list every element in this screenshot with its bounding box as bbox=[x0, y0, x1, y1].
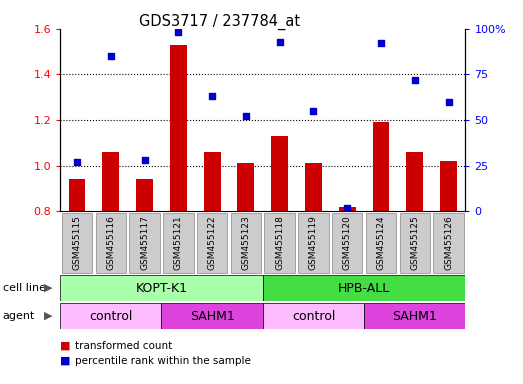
Text: control: control bbox=[89, 310, 132, 323]
Point bbox=[242, 113, 250, 119]
Bar bbox=[305, 163, 322, 384]
Bar bbox=[60, 275, 263, 301]
Text: KOPT-K1: KOPT-K1 bbox=[135, 281, 187, 295]
Text: agent: agent bbox=[3, 311, 35, 321]
Bar bbox=[62, 213, 92, 273]
Bar bbox=[364, 303, 465, 329]
Point bbox=[174, 30, 183, 36]
Bar bbox=[129, 213, 160, 273]
Bar bbox=[231, 213, 261, 273]
Point bbox=[208, 93, 217, 99]
Bar bbox=[96, 213, 126, 273]
Point bbox=[73, 159, 81, 165]
Point bbox=[276, 38, 284, 45]
Text: GSM455116: GSM455116 bbox=[106, 215, 115, 270]
Bar bbox=[103, 152, 119, 384]
Text: GSM455119: GSM455119 bbox=[309, 215, 318, 270]
Text: ■: ■ bbox=[60, 341, 71, 351]
Bar bbox=[298, 213, 328, 273]
Bar bbox=[163, 213, 194, 273]
Text: transformed count: transformed count bbox=[75, 341, 172, 351]
Bar bbox=[400, 213, 430, 273]
Bar bbox=[136, 179, 153, 384]
Point bbox=[107, 53, 115, 59]
Text: GSM455124: GSM455124 bbox=[377, 215, 385, 270]
Point bbox=[343, 204, 351, 210]
Text: percentile rank within the sample: percentile rank within the sample bbox=[75, 356, 251, 366]
Text: ▶: ▶ bbox=[44, 311, 53, 321]
Point bbox=[140, 157, 149, 163]
Point bbox=[309, 108, 317, 114]
Bar bbox=[271, 136, 288, 384]
Bar bbox=[339, 207, 356, 384]
Bar bbox=[162, 303, 263, 329]
Text: GSM455123: GSM455123 bbox=[242, 215, 251, 270]
Bar bbox=[203, 152, 221, 384]
Bar bbox=[263, 275, 465, 301]
Bar bbox=[265, 213, 295, 273]
Bar bbox=[434, 213, 464, 273]
Bar bbox=[440, 161, 457, 384]
Bar bbox=[332, 213, 362, 273]
Text: SAHM1: SAHM1 bbox=[190, 310, 234, 323]
Bar bbox=[69, 179, 85, 384]
Text: GSM455122: GSM455122 bbox=[208, 215, 217, 270]
Point bbox=[411, 77, 419, 83]
Text: GSM455125: GSM455125 bbox=[411, 215, 419, 270]
Point bbox=[377, 40, 385, 46]
Bar bbox=[237, 163, 254, 384]
Text: cell line: cell line bbox=[3, 283, 46, 293]
Text: ▶: ▶ bbox=[44, 283, 53, 293]
Bar bbox=[60, 303, 162, 329]
Point bbox=[445, 99, 453, 105]
Text: GSM455115: GSM455115 bbox=[73, 215, 82, 270]
Bar bbox=[170, 45, 187, 384]
Text: GSM455118: GSM455118 bbox=[275, 215, 284, 270]
Bar bbox=[406, 152, 423, 384]
Text: GSM455120: GSM455120 bbox=[343, 215, 352, 270]
Text: ■: ■ bbox=[60, 356, 71, 366]
Text: GDS3717 / 237784_at: GDS3717 / 237784_at bbox=[139, 13, 300, 30]
Bar bbox=[263, 303, 364, 329]
Text: HPB-ALL: HPB-ALL bbox=[338, 281, 390, 295]
Bar bbox=[197, 213, 228, 273]
Bar bbox=[372, 122, 390, 384]
Text: SAHM1: SAHM1 bbox=[392, 310, 437, 323]
Text: GSM455121: GSM455121 bbox=[174, 215, 183, 270]
Text: GSM455117: GSM455117 bbox=[140, 215, 149, 270]
Text: control: control bbox=[292, 310, 335, 323]
Text: GSM455126: GSM455126 bbox=[444, 215, 453, 270]
Bar bbox=[366, 213, 396, 273]
